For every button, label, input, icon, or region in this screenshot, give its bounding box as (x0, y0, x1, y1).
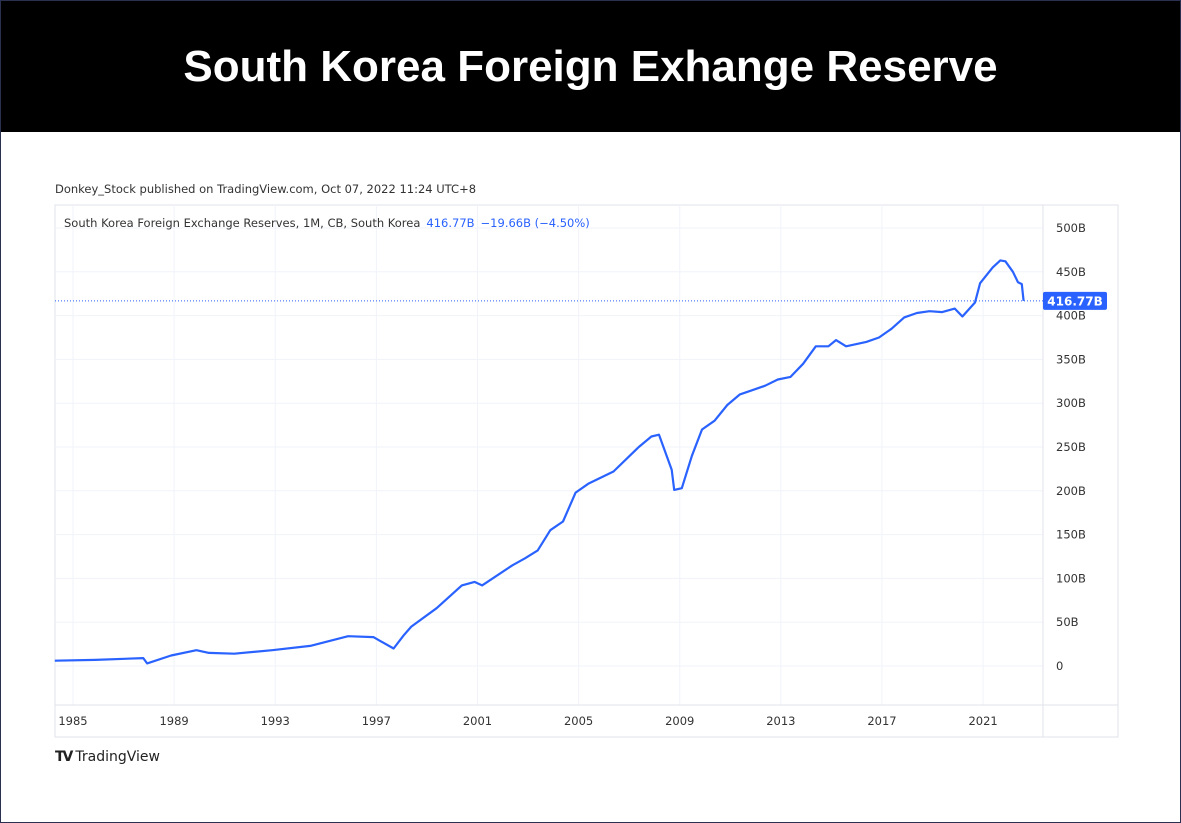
y-tick-label: 0 (1056, 659, 1063, 673)
x-tick-label: 2001 (463, 714, 492, 728)
x-tick-label: 1989 (159, 714, 188, 728)
y-tick-label: 50B (1056, 615, 1079, 629)
chart-frame (54, 204, 1119, 738)
y-tick-label: 400B (1056, 309, 1086, 323)
legend-series-name: South Korea Foreign Exchange Reserves, 1… (64, 216, 421, 230)
y-tick-label: 350B (1056, 352, 1086, 366)
tradingview-logo[interactable]: TV TradingView (55, 749, 160, 765)
y-tick-label: 100B (1056, 571, 1086, 585)
series-line (54, 259, 1025, 665)
x-tick-label: 2021 (968, 714, 997, 728)
last-price-label: 416.77B (1043, 291, 1107, 310)
x-tick-label: 1993 (261, 714, 290, 728)
tv-logo-icon: TV (55, 749, 73, 765)
x-tick-label: 1985 (58, 714, 87, 728)
y-tick-label: 300B (1056, 396, 1086, 410)
brand-name: TradingView (75, 749, 160, 765)
legend-change: −19.66B (−4.50%) (480, 216, 590, 230)
y-tick-label: 150B (1056, 528, 1086, 542)
published-note: Donkey_Stock published on TradingView.co… (55, 182, 477, 196)
x-tick-label: 2009 (665, 714, 694, 728)
y-tick-label: 450B (1056, 265, 1086, 279)
x-tick-label: 1997 (362, 714, 391, 728)
series-legend: South Korea Foreign Exchange Reserves, 1… (64, 216, 590, 230)
x-tick-label: 2017 (867, 714, 896, 728)
y-tick-label: 200B (1056, 484, 1086, 498)
y-tick-label: 500B (1056, 221, 1086, 235)
y-tick-label: 250B (1056, 440, 1086, 454)
legend-last-value: 416.77B (426, 216, 475, 230)
x-tick-label: 2013 (766, 714, 795, 728)
svg-text:416.77B: 416.77B (1047, 294, 1102, 308)
x-tick-label: 2005 (564, 714, 593, 728)
slide-title: South Korea Foreign Exhange Reserve (1, 1, 1180, 132)
